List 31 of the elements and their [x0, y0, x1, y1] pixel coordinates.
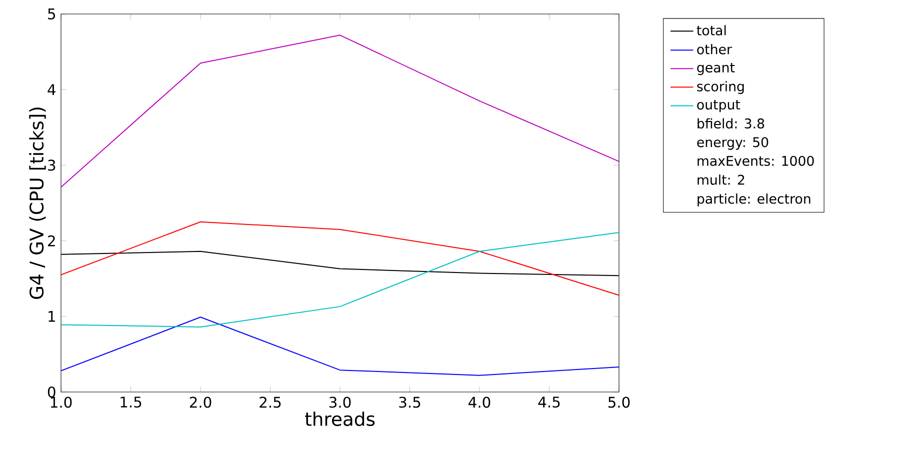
line-series — [61, 232, 620, 328]
text: maxEvents: 1000 — [698, 156, 814, 166]
line-series — [61, 34, 620, 188]
x-axis-title: threads — [305, 412, 375, 426]
legend-label: output — [697, 100, 740, 112]
y-tick-label: 3 — [48, 160, 56, 171]
y-tick-label: 2 — [48, 235, 55, 246]
y-tick-label: 4 — [48, 84, 56, 95]
line-series — [61, 316, 620, 376]
legend-label: other — [697, 44, 732, 54]
y-tick-label: 5 — [48, 8, 56, 20]
text: particle: electron — [698, 193, 810, 206]
x-tick-label: 5.0 — [608, 396, 630, 408]
x-tick-label: 3.5 — [399, 396, 420, 408]
text: bfield: 3.8 — [698, 118, 764, 129]
legend-label: geant — [697, 62, 735, 76]
line-series — [61, 221, 620, 296]
x-tick-label: 3.0 — [329, 396, 351, 408]
y-tick-label: 1 — [48, 311, 55, 322]
x-tick-label: 4.5 — [538, 396, 560, 408]
text: mult: 2 — [698, 174, 744, 185]
x-tick-label: 2.5 — [260, 396, 281, 408]
x-tick-label: 1.0 — [50, 396, 72, 408]
y-axis-title: G4 / GV (CPU [ticks]) — [29, 108, 46, 299]
x-tick-label: 4.0 — [468, 396, 490, 408]
text: energy: 50 — [697, 137, 768, 150]
legend-label: scoring — [697, 81, 744, 94]
x-tick-label: 2.0 — [190, 396, 212, 408]
y-tick-label: 0 — [48, 386, 56, 398]
legend-label: total — [696, 25, 726, 36]
x-tick-label: 1.5 — [120, 396, 142, 408]
